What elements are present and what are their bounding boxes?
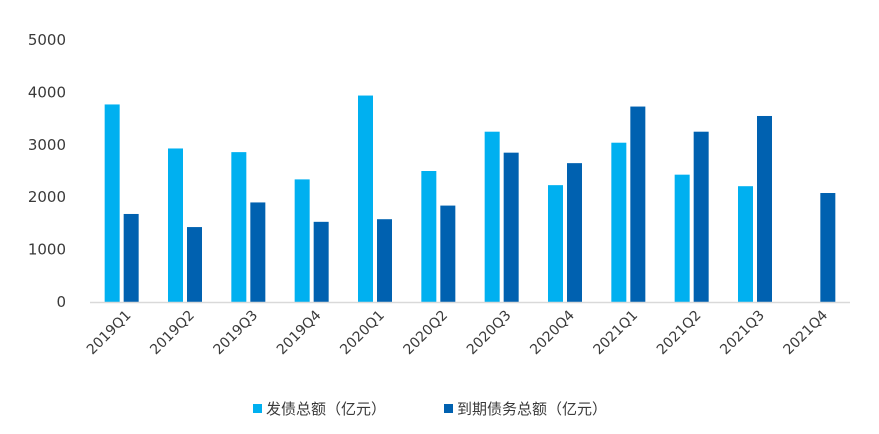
bar-maturity-2021Q1 [630,106,646,302]
bar-issuance-2020Q4 [548,185,563,302]
bar-maturity-2019Q2 [187,227,202,302]
bar-maturity-2020Q3 [503,152,519,302]
bar-issuance-2020Q2 [421,171,437,302]
bar-issuance-2020Q3 [484,131,500,302]
y-tick-label: 4000 [28,83,66,101]
bar-maturity-2021Q2 [693,131,709,302]
bar-maturity-2021Q3 [757,115,772,302]
bar-maturity-2020Q2 [440,205,456,302]
bar-issuance-2019Q1 [104,104,120,303]
legend: 发债总额（亿元） 到期债务总额（亿元） [253,400,607,418]
bar-maturity-2019Q3 [250,202,266,302]
x-tick-label: 2020Q2 [401,308,452,359]
bar-maturity-2020Q4 [567,163,582,302]
x-tick-label: 2019Q3 [211,308,262,359]
x-tick-label: 2021Q1 [591,308,642,359]
x-tick-label: 2020Q4 [527,307,578,358]
y-tick-label: 2000 [28,188,66,206]
y-tick-label: 3000 [28,136,66,154]
bar-maturity-2019Q1 [123,213,139,302]
bar-issuance-2021Q3 [738,186,753,302]
legend-swatch [444,404,453,413]
x-tick-label: 2021Q3 [717,308,768,359]
x-tick-label: 2019Q1 [84,308,135,359]
bar-issuance-2019Q3 [231,152,247,302]
x-tick-label: 2019Q4 [274,307,325,358]
y-axis: 0 1000 2000 3000 4000 5000 [28,31,66,311]
bar-maturity-2021Q4 [820,193,836,302]
bar-issuance-2019Q2 [168,148,183,302]
bar-issuance-2021Q1 [611,142,627,302]
legend-label: 发债总额（亿元） [266,400,386,418]
bar-maturity-2020Q1 [377,219,392,302]
x-tick-label: 2020Q1 [337,308,388,359]
bar-issuance-2021Q2 [674,174,690,302]
x-tick-label: 2020Q3 [464,308,515,359]
x-tick-label: 2019Q2 [147,308,198,359]
bar-issuance-2020Q1 [358,95,373,302]
legend-swatch [253,404,262,413]
y-tick-label: 1000 [28,241,66,259]
y-tick-label: 5000 [28,31,66,49]
bars [104,95,836,303]
x-tick-label: 2021Q4 [781,307,832,358]
bar-maturity-2019Q4 [313,221,329,302]
x-axis: 2019Q1 2019Q2 2019Q3 2019Q4 2020Q1 2020Q2 2020… [84,307,831,358]
bar-issuance-2019Q4 [294,179,310,302]
legend-label: 到期债务总额（亿元） [457,400,607,418]
y-tick-label: 0 [56,293,66,311]
x-tick-label: 2021Q2 [654,308,705,359]
